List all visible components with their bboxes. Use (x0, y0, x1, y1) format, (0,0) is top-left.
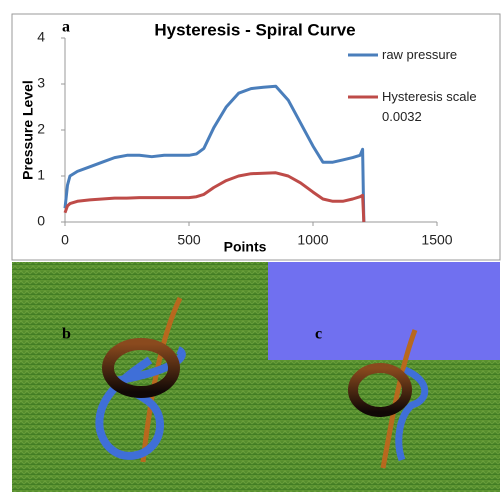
chart-frame (11, 13, 501, 261)
panel-c-image: c (268, 262, 500, 492)
y-axis-label: Pressure Level (20, 80, 36, 180)
chart-title: Hysteresis - Spiral Curve (154, 20, 355, 39)
x-tick-label: 1000 (297, 232, 328, 248)
y-tick-label: 2 (37, 121, 45, 137)
line-series (63, 84, 366, 223)
x-tick-label: 500 (177, 232, 201, 248)
panel-label: b (62, 326, 71, 343)
panel-label: c (315, 326, 322, 343)
panel-label: a (62, 19, 70, 36)
y-tick-label: 4 (37, 29, 45, 45)
legend-entry: Hysteresis scale 0.0032 (382, 89, 477, 124)
x-tick-label: 1500 (421, 232, 452, 248)
legend-label: Hysteresis scale 0.0032 (382, 89, 477, 124)
y-tick-label: 0 (37, 213, 45, 229)
panel-b-image: b (12, 262, 268, 492)
legend-label: raw pressure (382, 47, 458, 62)
y-tick-label: 3 (37, 75, 45, 91)
x-axis-label: Points (224, 239, 267, 255)
x-tick-label: 0 (61, 232, 69, 248)
legend-entry: raw pressure (382, 47, 458, 62)
line-series (63, 171, 366, 223)
plot-area: 0 1 2 3 4 0 500 1000 1500 raw pressure Hysteresis … (37, 29, 477, 248)
y-tick-label: 1 (37, 167, 45, 183)
